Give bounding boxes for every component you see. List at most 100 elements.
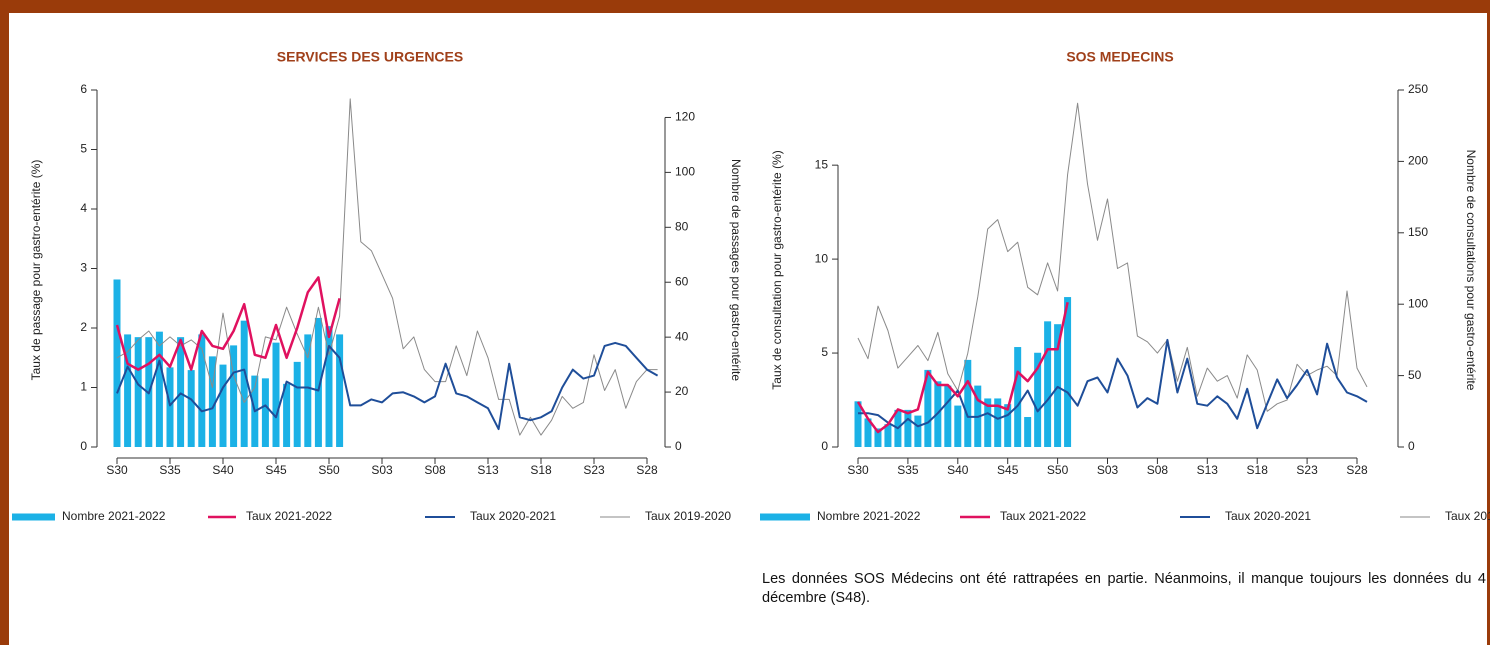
legend-swatch: [12, 513, 55, 521]
x-tick-label: S35: [897, 463, 919, 477]
chart-title: SOS MEDECINS: [1066, 49, 1173, 65]
bar: [230, 345, 238, 447]
bar: [134, 337, 142, 447]
y2-tick-label: 120: [675, 110, 695, 124]
bar: [1014, 347, 1022, 447]
legend-swatch: [760, 513, 810, 521]
bar: [954, 405, 962, 447]
bar: [1024, 417, 1032, 447]
legend-label: Taux 2020-2021: [470, 509, 556, 523]
y2-axis-label: Nombre de consultations pour gastro-enté…: [1464, 150, 1478, 391]
x-tick-label: S28: [636, 463, 658, 477]
x-tick-label: S13: [477, 463, 499, 477]
bar: [272, 342, 280, 447]
left-border: [0, 0, 9, 645]
bar: [261, 378, 269, 447]
x-tick-label: S30: [847, 463, 869, 477]
bar: [914, 415, 922, 447]
bar: [864, 418, 872, 447]
bar: [325, 326, 333, 447]
bar: [187, 370, 195, 447]
bar: [198, 334, 206, 447]
y2-tick-label: 100: [675, 165, 695, 179]
line-series: [857, 102, 1368, 412]
bar: [1004, 404, 1012, 447]
y-tick-label: 0: [80, 439, 87, 453]
y2-tick-label: 20: [675, 384, 689, 398]
chart-title: SERVICES DES URGENCES: [277, 49, 463, 65]
line-series: [116, 341, 659, 431]
bar: [283, 383, 291, 447]
x-tick-label: S50: [1047, 463, 1069, 477]
top-bar: [0, 0, 1490, 13]
y2-tick-label: 200: [1408, 154, 1428, 168]
bar: [904, 409, 912, 447]
bar: [984, 398, 992, 447]
y-tick-label: 4: [80, 201, 87, 215]
bar: [336, 334, 344, 447]
y2-tick-label: 100: [1408, 296, 1428, 310]
bar: [166, 367, 174, 447]
x-tick-label: S45: [265, 463, 287, 477]
y2-tick-label: 80: [675, 219, 689, 233]
bar: [314, 317, 322, 447]
y2-tick-label: 60: [675, 274, 689, 288]
legend-label: Nombre 2021-2022: [817, 509, 921, 523]
bar: [208, 356, 216, 447]
y-tick-label: 10: [815, 251, 829, 265]
bar: [1064, 297, 1072, 447]
x-tick-label: S18: [1247, 463, 1269, 477]
x-tick-label: S03: [371, 463, 393, 477]
legend-label: Taux 2021-2022: [1000, 509, 1086, 523]
bar: [304, 334, 312, 447]
bar: [994, 398, 1002, 447]
bar: [944, 385, 952, 447]
x-tick-label: S23: [1296, 463, 1318, 477]
x-tick-label: S28: [1346, 463, 1368, 477]
y-tick-label: 1: [80, 380, 87, 394]
legend-label: Taux 2019-2020: [645, 509, 731, 523]
y2-tick-label: 150: [1408, 225, 1428, 239]
bar: [113, 279, 121, 447]
y2-tick-label: 40: [675, 329, 689, 343]
y-tick-label: 2: [80, 320, 87, 334]
x-tick-label: S03: [1097, 463, 1119, 477]
x-tick-label: S50: [318, 463, 340, 477]
y-tick-label: 3: [80, 261, 87, 275]
y-axis-label: Taux de passage pour gastro-entérite (%): [29, 160, 43, 381]
bar: [1054, 324, 1062, 447]
y2-tick-label: 50: [1408, 368, 1422, 382]
bar: [293, 361, 301, 447]
y-tick-label: 0: [821, 439, 828, 453]
x-tick-label: S23: [583, 463, 605, 477]
bar: [177, 337, 185, 447]
legend-label: Taux 2020-2021: [1225, 509, 1311, 523]
x-tick-label: S18: [530, 463, 552, 477]
legend-label: Nombre 2021-2022: [62, 509, 166, 523]
y2-tick-label: 0: [675, 439, 682, 453]
x-tick-label: S30: [106, 463, 128, 477]
y-tick-label: 5: [821, 345, 828, 359]
x-tick-label: S40: [212, 463, 234, 477]
y2-tick-label: 0: [1408, 439, 1415, 453]
bar: [155, 331, 163, 447]
x-tick-label: S40: [947, 463, 969, 477]
line-series: [115, 276, 341, 371]
x-tick-label: S13: [1197, 463, 1219, 477]
right-border: [1487, 0, 1490, 645]
legend-label: Taux 2021-2022: [246, 509, 332, 523]
bar: [854, 401, 862, 447]
bar: [874, 428, 882, 447]
line-series: [856, 302, 1069, 434]
bar: [964, 359, 972, 447]
bar: [219, 364, 227, 447]
x-tick-label: S08: [424, 463, 446, 477]
bar: [884, 424, 892, 447]
bar: [924, 369, 932, 447]
bar: [1034, 352, 1042, 447]
bar: [1044, 321, 1052, 447]
note: Les données SOS Médecins ont été rattrap…: [762, 571, 1486, 606]
bar: [240, 320, 248, 447]
